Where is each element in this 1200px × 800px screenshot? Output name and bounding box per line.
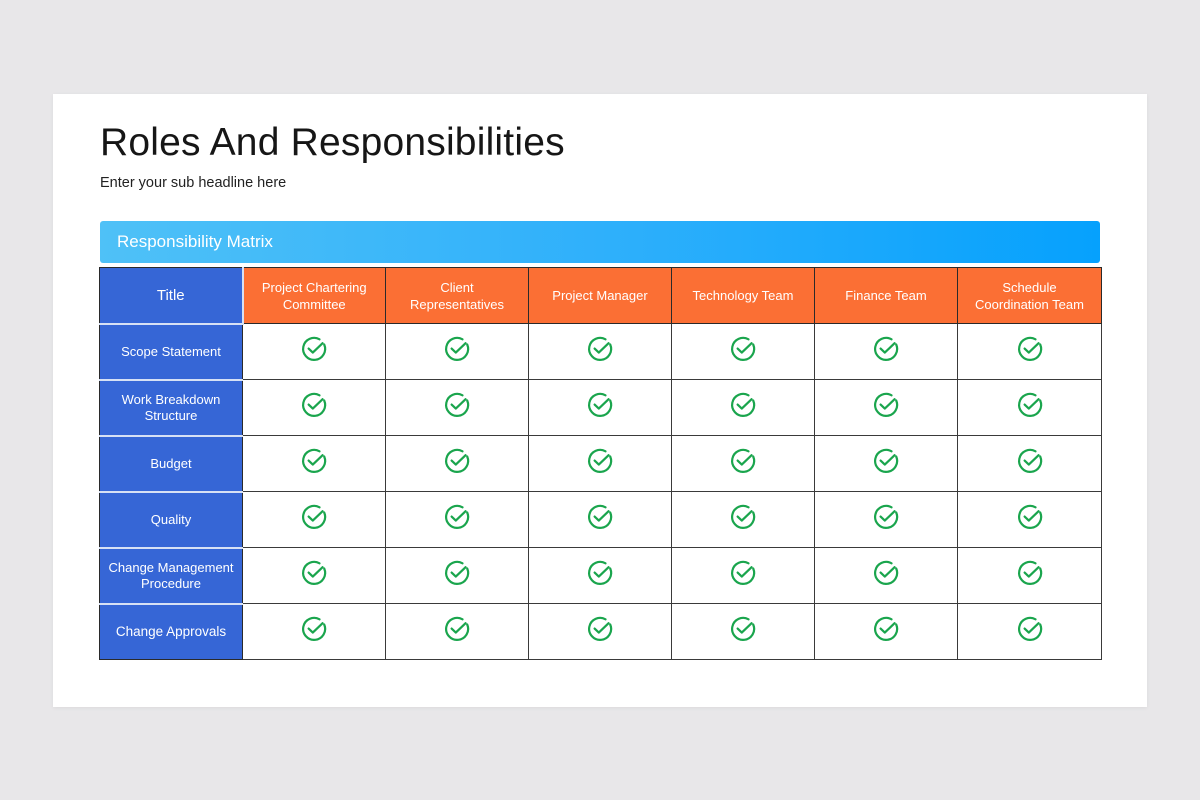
check-icon (588, 616, 613, 641)
row-header: Budget (99, 434, 243, 492)
matrix-cell (528, 323, 672, 380)
check-icon (1017, 560, 1042, 585)
matrix-cell (385, 547, 529, 604)
check-icon (874, 504, 899, 529)
matrix-cell (242, 323, 386, 380)
check-icon (1017, 504, 1042, 529)
row-header: Change Management Procedure (99, 546, 243, 604)
check-icon (445, 616, 470, 641)
table-row: Work Breakdown Structure (99, 378, 1102, 436)
check-icon (731, 336, 756, 361)
check-icon (445, 504, 470, 529)
check-icon (588, 560, 613, 585)
check-icon (445, 336, 470, 361)
matrix-header-bar: Responsibility Matrix (100, 221, 1100, 263)
matrix-cell (957, 491, 1102, 548)
check-icon (731, 448, 756, 473)
table-row: Scope Statement (99, 322, 1102, 380)
table-row: Change Management Procedure (99, 546, 1102, 604)
matrix-cell (814, 379, 958, 436)
matrix-cell (814, 603, 958, 660)
matrix-cell (242, 435, 386, 492)
row-header: Work Breakdown Structure (99, 378, 243, 436)
matrix-cell (528, 547, 672, 604)
matrix-cell (242, 547, 386, 604)
check-icon (874, 616, 899, 641)
matrix-label: Responsibility Matrix (117, 232, 273, 251)
matrix-cell (242, 491, 386, 548)
matrix-cell (671, 323, 815, 380)
check-icon (302, 560, 327, 585)
check-icon (302, 504, 327, 529)
table-row: Budget (99, 434, 1102, 492)
matrix-cell (814, 547, 958, 604)
matrix-cell (957, 603, 1102, 660)
table-row: Quality (99, 490, 1102, 548)
check-icon (874, 336, 899, 361)
check-icon (874, 560, 899, 585)
check-icon (1017, 392, 1042, 417)
check-icon (302, 448, 327, 473)
check-icon (874, 448, 899, 473)
matrix-cell (671, 379, 815, 436)
matrix-cell (671, 603, 815, 660)
matrix-cell (385, 435, 529, 492)
check-icon (588, 392, 613, 417)
matrix-cell (671, 547, 815, 604)
header-row: Title Project Chartering Committee Clien… (99, 267, 1102, 325)
column-header: Technology Team (671, 267, 815, 324)
check-icon (302, 392, 327, 417)
check-icon (445, 560, 470, 585)
check-icon (445, 392, 470, 417)
matrix-cell (814, 435, 958, 492)
check-icon (731, 504, 756, 529)
check-icon (1017, 616, 1042, 641)
matrix-cell (957, 547, 1102, 604)
check-icon (588, 336, 613, 361)
check-icon (302, 616, 327, 641)
row-header: Scope Statement (99, 322, 243, 380)
matrix-cell (957, 323, 1102, 380)
check-icon (1017, 448, 1042, 473)
column-header: Project Chartering Committee (242, 267, 386, 324)
check-icon (731, 392, 756, 417)
column-header: Schedule Coordination Team (957, 267, 1102, 324)
matrix-cell (957, 435, 1102, 492)
column-header: Client Representatives (385, 267, 529, 324)
matrix-cell (242, 603, 386, 660)
column-header: Project Manager (528, 267, 672, 324)
slide: Roles And Responsibilities Enter your su… (53, 94, 1147, 707)
matrix-cell (671, 491, 815, 548)
check-icon (302, 336, 327, 361)
matrix-cell (242, 379, 386, 436)
matrix-cell (385, 491, 529, 548)
check-icon (731, 560, 756, 585)
matrix-cell (528, 435, 672, 492)
column-header: Finance Team (814, 267, 958, 324)
row-header: Quality (99, 490, 243, 548)
matrix-cell (957, 379, 1102, 436)
corner-header: Title (99, 267, 244, 325)
responsibility-matrix: Title Project Chartering Committee Clien… (99, 267, 1102, 660)
row-header: Change Approvals (99, 602, 243, 660)
check-icon (588, 504, 613, 529)
matrix-cell (814, 323, 958, 380)
check-icon (445, 448, 470, 473)
matrix-cell (385, 603, 529, 660)
check-icon (874, 392, 899, 417)
matrix-cell (528, 379, 672, 436)
matrix-cell (528, 603, 672, 660)
matrix-cell (385, 379, 529, 436)
check-icon (731, 616, 756, 641)
check-icon (1017, 336, 1042, 361)
table-row: Change Approvals (99, 602, 1102, 660)
matrix-cell (528, 491, 672, 548)
page-title: Roles And Responsibilities (100, 121, 565, 164)
matrix-cell (671, 435, 815, 492)
matrix-cell (814, 491, 958, 548)
sub-headline: Enter your sub headline here (100, 175, 287, 191)
check-icon (588, 448, 613, 473)
matrix-cell (385, 323, 529, 380)
